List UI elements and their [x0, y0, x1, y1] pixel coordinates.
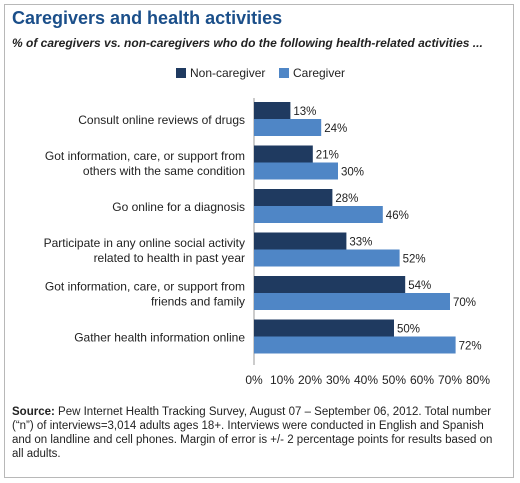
legend-label-caregiver: Caregiver — [293, 66, 346, 80]
source-note: Source: Pew Internet Health Tracking Sur… — [12, 405, 498, 461]
bar-caregiver — [254, 249, 400, 267]
source-text: Pew Internet Health Tracking Survey, Aug… — [12, 406, 493, 460]
chart-frame — [4, 4, 514, 478]
source-label: Source: — [12, 406, 55, 418]
bar-caregiver — [254, 336, 456, 354]
bar-caregiver — [254, 293, 450, 310]
chart-title: Caregivers and health activities — [12, 8, 283, 28]
data-label: 70% — [453, 297, 476, 309]
x-tick-label: 0% — [245, 373, 263, 387]
bar-caregiver — [254, 206, 383, 223]
category-label: Gather health information online — [74, 331, 245, 345]
legend-item-non-caregiver: Non-caregiver — [176, 66, 265, 80]
data-label: 54% — [408, 280, 431, 292]
x-tick-label: 70% — [438, 373, 462, 387]
data-label: 30% — [341, 167, 364, 179]
bar-non-caregiver — [254, 102, 291, 119]
legend-item-caregiver: Caregiver — [279, 66, 345, 80]
x-tick-label: 20% — [298, 373, 322, 387]
data-label: 33% — [349, 237, 372, 249]
bar-non-caregiver — [254, 189, 333, 206]
category-label: Got information, care, or support from — [45, 280, 245, 294]
category-label: Participate in any online social activit… — [44, 236, 245, 250]
x-tick-label: 60% — [410, 373, 434, 387]
legend-label-non-caregiver: Non-caregiver — [190, 66, 266, 80]
bar-chart: Consult online reviews of drugs 13% 24% Got… — [44, 98, 490, 387]
data-label: 21% — [316, 150, 339, 162]
x-tick-label: 30% — [326, 373, 350, 387]
x-tick-label: 50% — [382, 373, 406, 387]
bar-non-caregiver — [254, 319, 394, 337]
category-label: Consult online reviews of drugs — [78, 113, 245, 127]
data-label: 28% — [335, 193, 358, 205]
bar-caregiver — [254, 162, 338, 180]
category-label: Got information, care, or support from — [45, 149, 245, 163]
data-label: 72% — [459, 341, 482, 353]
data-label: 52% — [403, 254, 426, 266]
data-label: 24% — [324, 123, 347, 135]
bar-non-caregiver — [254, 276, 406, 293]
legend-swatch-caregiver — [279, 68, 289, 78]
category-label: others with the same condition — [83, 164, 245, 178]
category-label: Go online for a diagnosis — [112, 200, 245, 214]
data-label: 13% — [293, 106, 316, 118]
legend: Non-caregiver Caregiver — [0, 66, 520, 82]
data-label: 46% — [386, 210, 409, 222]
data-label: 50% — [397, 324, 420, 336]
category-label: friends and family — [151, 295, 245, 309]
bar-non-caregiver — [254, 232, 347, 250]
x-tick-label: 40% — [354, 373, 378, 387]
legend-swatch-non-caregiver — [176, 68, 186, 78]
bar-caregiver — [254, 119, 322, 136]
category-label: related to health in past year — [94, 251, 245, 265]
chart-subtitle: % of caregivers vs. non-caregivers who d… — [12, 36, 483, 50]
x-tick-label: 80% — [466, 373, 490, 387]
bar-non-caregiver — [254, 145, 313, 163]
x-tick-label: 10% — [270, 373, 294, 387]
